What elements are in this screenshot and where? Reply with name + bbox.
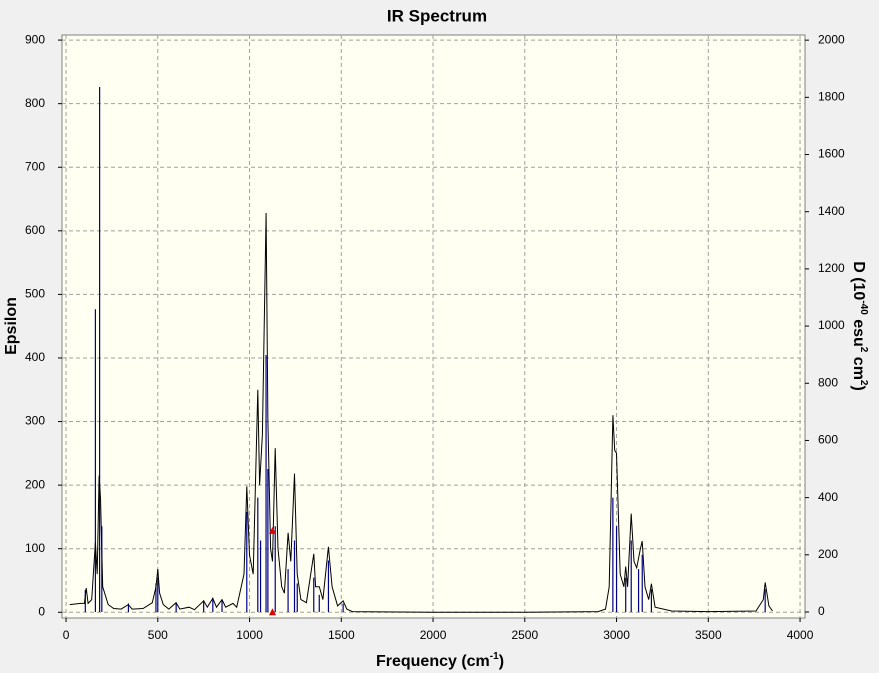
- y2-tick-label: 1800: [818, 90, 845, 104]
- chart-title: IR Spectrum: [387, 6, 487, 25]
- y-tick-label: 0: [38, 604, 45, 618]
- axis-title-part: 2: [858, 380, 869, 386]
- selection-marker: [268, 526, 276, 534]
- y-axis-title: Epsilon: [3, 297, 20, 355]
- y-tick-label: 300: [25, 414, 45, 428]
- axis-title-part: Frequency (cm: [376, 653, 490, 670]
- x-tick-label: 3000: [603, 628, 630, 642]
- y-tick-label: 800: [25, 96, 45, 110]
- x-tick-label: 500: [148, 628, 168, 642]
- y2-tick-label: 1200: [818, 261, 845, 275]
- x-axis-title: Frequency (cm-1): [376, 651, 504, 670]
- y-tick-label: 900: [25, 32, 45, 46]
- spectrum-line: [69, 212, 773, 613]
- y-tick-label: 100: [25, 541, 45, 555]
- y2-tick-label: 600: [818, 433, 838, 447]
- axis-title-part: -1: [490, 651, 499, 662]
- selection-marker: [268, 608, 276, 616]
- x-tick-label: 4000: [787, 628, 814, 642]
- y2-tick-label: 800: [818, 375, 838, 389]
- axis-title-part: D (10: [850, 261, 867, 300]
- x-tick-label: 1000: [236, 628, 263, 642]
- y-tick-label: 500: [25, 287, 45, 301]
- y2-tick-label: 200: [818, 547, 838, 561]
- axis-title-part: -40: [858, 300, 869, 315]
- y2-tick-label: 0: [818, 604, 825, 618]
- y-tick-label: 700: [25, 159, 45, 173]
- axis-title-part: cm: [850, 352, 867, 380]
- y2-tick-label: 1000: [818, 318, 845, 332]
- y2-tick-label: 1600: [818, 147, 845, 161]
- y2-tick-label: 2000: [818, 32, 845, 46]
- x-tick-label: 1500: [328, 628, 355, 642]
- axis-title-part: ): [499, 653, 504, 670]
- x-tick-label: 2500: [511, 628, 538, 642]
- y2-tick-label: 1400: [818, 204, 845, 218]
- y-tick-label: 400: [25, 350, 45, 364]
- x-tick-label: 3500: [695, 628, 722, 642]
- x-tick-label: 0: [63, 628, 70, 642]
- y-tick-label: 600: [25, 223, 45, 237]
- y2-axis-title: D (10-40 esu2 cm2): [850, 261, 869, 391]
- axis-title-part: 2: [858, 347, 869, 353]
- axis-title-part: esu: [850, 315, 867, 347]
- axis-title-part: ): [850, 385, 867, 390]
- x-tick-label: 2000: [420, 628, 447, 642]
- y-tick-label: 200: [25, 477, 45, 491]
- y2-tick-label: 400: [818, 490, 838, 504]
